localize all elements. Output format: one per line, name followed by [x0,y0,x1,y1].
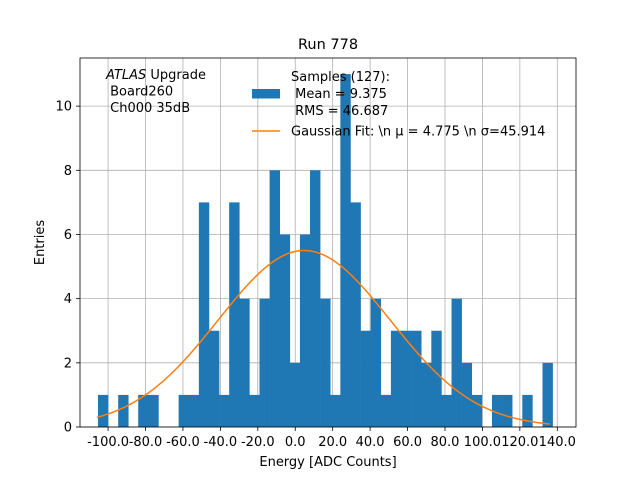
x-tick-label: -80.0 [129,435,163,450]
histogram-bar [178,394,190,427]
histogram-bar [279,234,291,427]
histogram-bars [97,74,553,427]
x-tick-label: 80.0 [431,435,460,450]
histogram-bar [299,234,311,427]
x-tick-label: 20.0 [318,435,347,450]
y-tick-label: 8 [64,164,72,179]
histogram-bar [390,330,402,427]
y-tick-label: 2 [64,356,72,371]
histogram-bar [542,362,553,427]
histogram-bar [320,298,331,427]
histogram-bar [491,394,503,427]
histogram-bar [198,202,210,427]
x-tick-label: -20.0 [241,435,275,450]
x-tick-label: 60.0 [393,435,422,450]
histogram-bar [431,330,442,427]
atlas-annotation: ATLAS Upgrade Board260 Ch000 35dB [105,68,206,116]
gaussian-fit-line [96,249,550,425]
plot-frame [79,57,577,428]
y-tick-label: 6 [64,228,72,243]
chart-title: Run 778 [298,37,358,53]
upgrade-label: Upgrade [146,68,206,83]
histogram-bar [97,394,109,427]
y-axis-label: Entries [33,220,48,266]
atlas-label: ATLAS [105,68,146,83]
x-tick-label: 40.0 [356,435,385,450]
histogram-bar [188,394,200,427]
histogram-bar [340,74,351,427]
histogram-bar [411,330,422,427]
histogram-bar [208,330,220,427]
histogram-bar [441,394,452,427]
legend-fit-label: Gaussian Fit: \n μ = 4.775 \n σ=45.914 [291,125,545,140]
histogram-bar [148,394,159,427]
y-tick-label: 10 [55,100,72,115]
y-axis-ticks: 0 2 4 6 8 10 [55,100,80,436]
histogram-bar [249,394,260,427]
legend-histogram-line: Mean = 9.375 [291,87,387,102]
legend-histogram-label: Samples (127): Mean = 9.375 RMS = 46.687 [291,70,390,119]
histogram-bar [461,362,473,427]
histogram-bar [219,394,230,427]
histogram-bar [370,298,382,427]
x-axis-ticks: -100.0 -80.0 -60.0 -40.0 -20.0 0.0 20.0 40.0 60.… [87,427,576,450]
annotation-line-3: Ch000 35dB [106,101,190,116]
x-tick-label: 120.0 [501,435,538,450]
histogram-bar [330,394,341,427]
histogram-bar [350,202,361,427]
histogram-bar [269,170,280,427]
y-tick-label: 4 [64,292,72,307]
legend: Samples (127): Mean = 9.375 RMS = 46.687… [252,70,545,140]
annotation-line-1: ATLAS Upgrade [105,68,206,83]
histogram-bar [502,394,513,427]
histogram-bar [471,394,483,427]
histogram-bar [259,298,270,427]
histogram-bar [380,394,392,427]
x-tick-label: 140.0 [539,435,576,450]
histogram-bar [138,394,149,427]
x-tick-label: -100.0 [87,435,129,450]
annotation-line-2: Board260 [106,85,173,100]
y-tick-label: 0 [64,421,72,436]
histogram-bar [522,394,533,427]
x-tick-label: 100.0 [464,435,501,450]
legend-histogram-patch [252,89,280,99]
histogram-bar [400,330,412,427]
histogram-bar [289,362,301,427]
legend-histogram-line: RMS = 46.687 [291,104,388,119]
histogram-bar [118,394,129,427]
histogram-bar [421,362,432,427]
histogram-bar [360,330,371,427]
legend-histogram-line: Samples (127): [291,70,390,85]
x-tick-label: -60.0 [166,435,200,450]
x-axis-label: Energy [ADC Counts] [259,455,396,470]
histogram-bar [451,298,462,427]
histogram-bar [239,298,250,427]
histogram-bar [310,170,321,427]
x-tick-label: -40.0 [204,435,238,450]
histogram-bar [229,202,240,427]
x-tick-label: 0.0 [285,435,306,450]
